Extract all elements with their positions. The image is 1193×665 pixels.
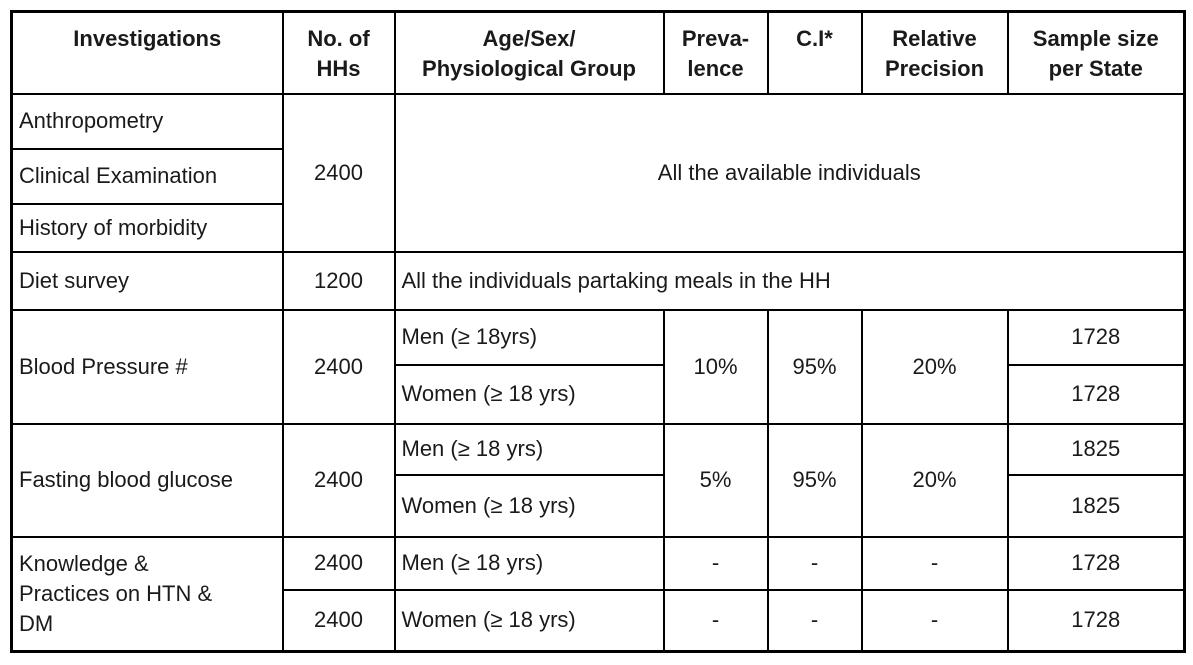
- ci-cell: -: [766, 588, 863, 653]
- prevalence-cell: 10%: [662, 308, 769, 425]
- investigation-cell: Blood Pressure #: [10, 308, 284, 425]
- group-cell: Women (≥ 18 yrs): [393, 588, 665, 653]
- prevalence-cell: -: [662, 535, 769, 591]
- header-age-sex-group: Age/Sex/ Physiological Group: [393, 10, 665, 95]
- sample-size-cell: 1728: [1006, 535, 1186, 591]
- note-cell: All the available individuals: [393, 92, 1186, 253]
- note-cell: All the individuals partaking meals in t…: [393, 250, 1186, 311]
- ci-cell: 95%: [766, 308, 863, 425]
- hhs-cell: 2400: [281, 422, 396, 538]
- table-row: Women (≥ 18 yrs) 1825: [12, 473, 1186, 538]
- relative-precision-cell: 20%: [860, 422, 1009, 538]
- table-row: Clinical Examination: [10, 147, 1185, 205]
- header-prevalence: Preva- lence: [662, 10, 769, 95]
- group-cell: Men (≥ 18yrs): [393, 308, 665, 366]
- hhs-cell: 2400: [281, 535, 396, 591]
- header-no-of-hhs: No. of HHs: [281, 10, 396, 95]
- table-row: Blood Pressure # 2400 Men (≥ 18yrs) 10% …: [10, 308, 1186, 425]
- investigation-cell: Diet survey: [10, 250, 284, 311]
- group-cell: Men (≥ 18 yrs): [393, 535, 665, 591]
- header-relative-precision: Relative Precision: [860, 10, 1009, 95]
- prevalence-cell: -: [662, 588, 769, 653]
- investigation-cell: Clinical Examination: [10, 147, 284, 205]
- hhs-cell: 2400: [281, 588, 396, 653]
- investigation-cell: Knowledge & Practices on HTN & DM: [10, 535, 284, 653]
- investigation-cell: Fasting blood glucose: [10, 422, 284, 538]
- table-row: Knowledge & Practices on HTN & DM 2400 M…: [10, 535, 1186, 653]
- sampling-plan-table: Investigations No. of HHs Age/Sex/ Physi…: [10, 10, 1186, 653]
- hhs-cell: 1200: [281, 250, 396, 311]
- group-cell: Women (≥ 18 yrs): [393, 473, 665, 538]
- header-row: Investigations No. of HHs Age/Sex/ Physi…: [10, 10, 1186, 95]
- group-cell: Men (≥ 18 yrs): [393, 422, 665, 476]
- header-investigations: Investigations: [10, 10, 284, 95]
- table-row: Anthropometry 2400 All the available ind…: [10, 92, 1186, 253]
- table-row: Diet survey 1200 All the individuals par…: [10, 250, 1186, 311]
- group-cell: Women (≥ 18 yrs): [393, 363, 665, 425]
- table-row: Fasting blood glucose 2400 Men (≥ 18 yrs…: [10, 422, 1186, 538]
- sample-size-cell: 1825: [1006, 473, 1186, 538]
- relative-precision-cell: -: [860, 588, 1009, 653]
- table-row: Women (≥ 18 yrs) 1728: [12, 363, 1186, 425]
- hhs-cell: 2400: [281, 92, 396, 253]
- investigation-cell: Anthropometry: [10, 92, 284, 150]
- ci-cell: -: [766, 535, 863, 591]
- prevalence-cell: 5%: [662, 422, 769, 538]
- header-ci: C.I*: [766, 10, 863, 95]
- table-row: History of morbidity: [10, 202, 1185, 253]
- sample-size-cell: 1728: [1006, 363, 1186, 425]
- sample-size-cell: 1825: [1006, 422, 1186, 476]
- relative-precision-cell: -: [860, 535, 1009, 591]
- ci-cell: 95%: [766, 422, 863, 538]
- table-row: 2400 Women (≥ 18 yrs) - - - 1728: [12, 588, 1186, 653]
- investigation-cell: History of morbidity: [10, 202, 284, 253]
- relative-precision-cell: 20%: [860, 308, 1009, 425]
- sample-size-cell: 1728: [1006, 308, 1186, 366]
- hhs-cell: 2400: [281, 308, 396, 425]
- sample-size-cell: 1728: [1006, 588, 1186, 653]
- header-sample-size: Sample size per State: [1006, 10, 1186, 95]
